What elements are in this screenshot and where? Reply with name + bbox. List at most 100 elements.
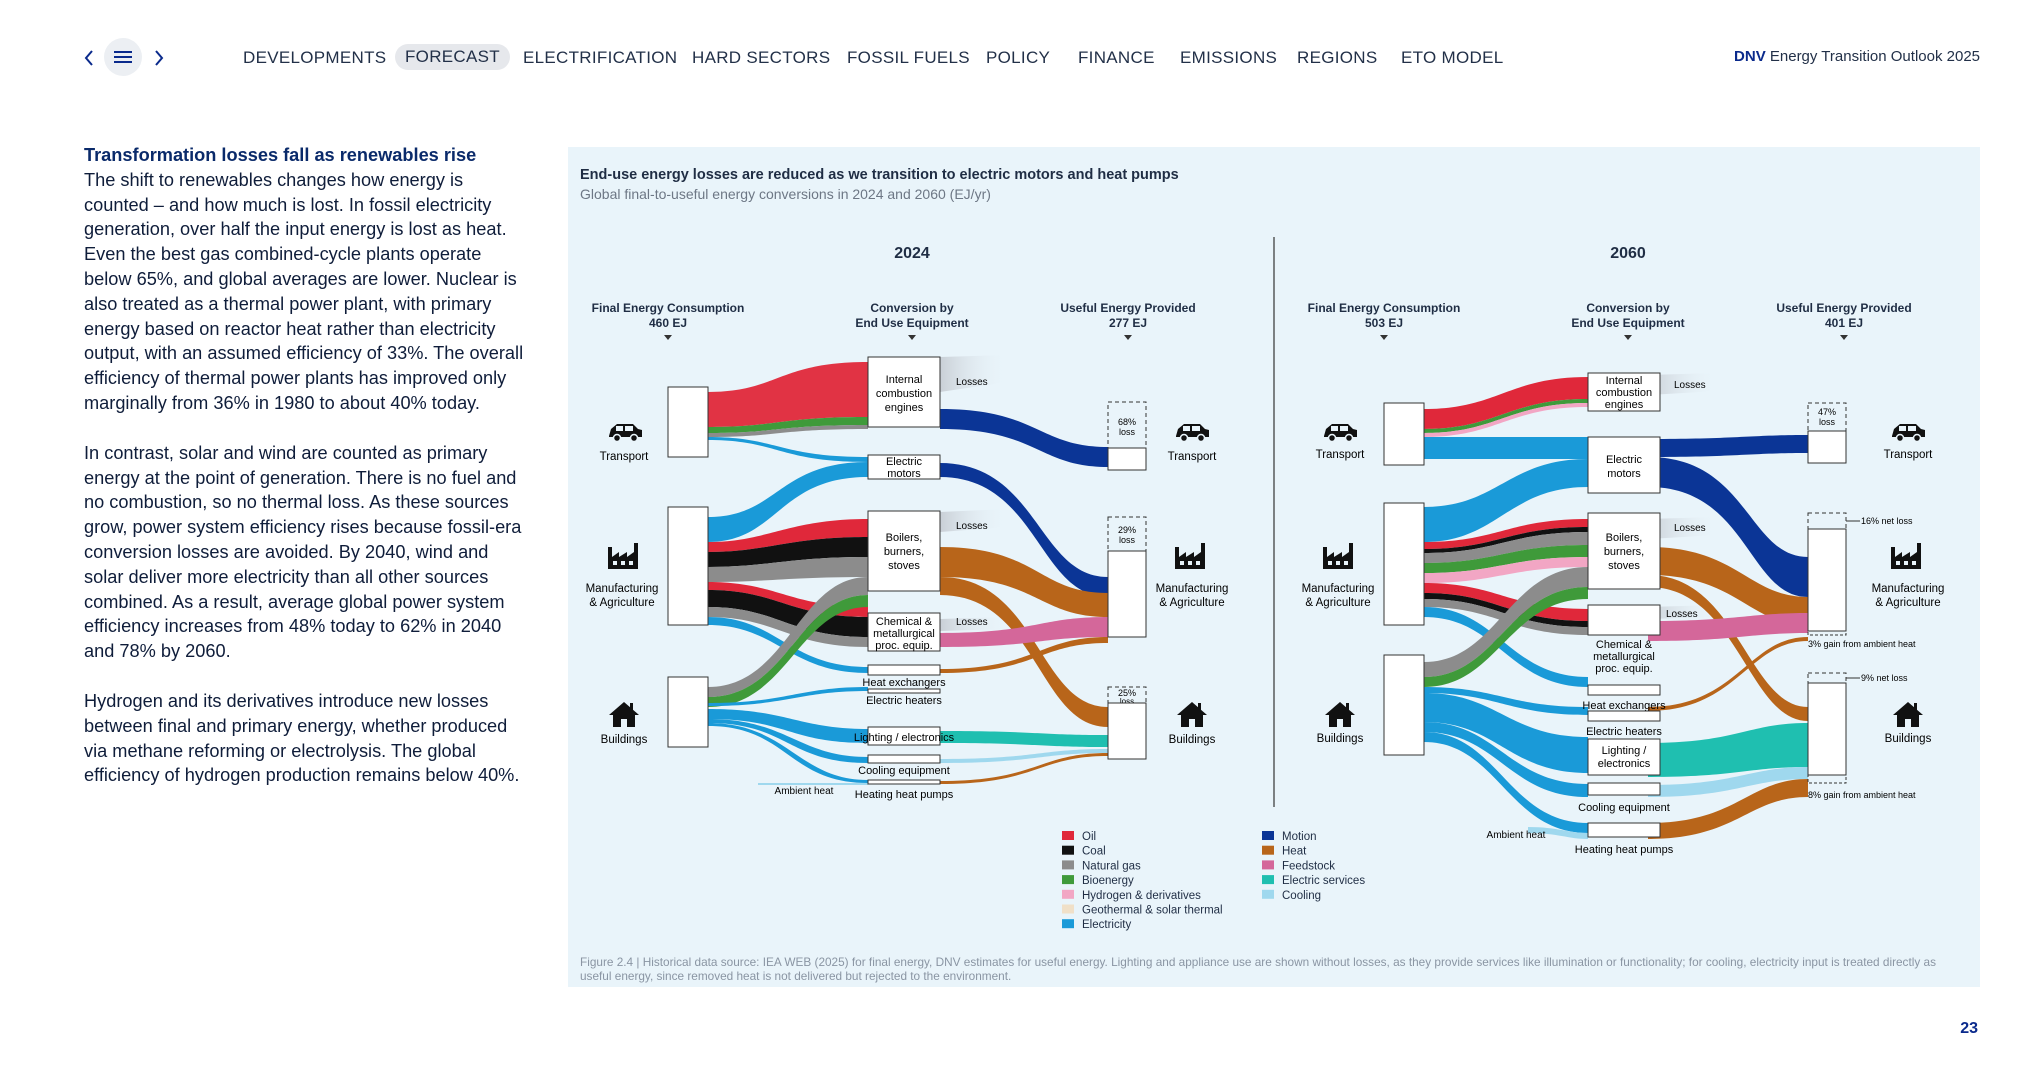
flow-elec-motors-t-2060 <box>1424 437 1588 459</box>
legend-swatch <box>1062 845 1074 855</box>
col-final-2060: Final Energy Consumption <box>1308 301 1461 315</box>
report-brand[interactable]: DNV Energy Transition Outlook 2025 <box>1734 48 1980 65</box>
label-manuf2-2060: & Agriculture <box>1305 597 1370 609</box>
arrow-down-icon <box>1840 335 1848 340</box>
brand-title: Energy Transition Outlook 2025 <box>1769 48 1980 65</box>
house-icon <box>1893 702 1923 727</box>
sankey-2060: 2060 Final Energy Consumption 503 EJ Con… <box>1302 245 1945 856</box>
legend-swatch <box>1062 904 1074 914</box>
flow-gas-chem <box>708 607 868 647</box>
flow-heat-b-2060 <box>1648 575 1808 721</box>
gain-box-build-2060 <box>1807 774 1847 784</box>
flow-bio-boilers-2060 <box>1424 545 1588 573</box>
flow-oil-ice-2060 <box>1424 377 1588 429</box>
col-final-val-2060: 503 EJ <box>1365 316 1403 330</box>
eq-hx: Heat exchangers <box>862 677 946 689</box>
nav-eto-model[interactable]: ETO MODEL <box>1401 48 1504 67</box>
losses-wedge <box>1648 605 1718 619</box>
legend-label: Cooling <box>1282 890 1321 902</box>
nav-developments[interactable]: DEVELOPMENTS <box>243 48 387 67</box>
eq-cool: Cooling equipment <box>858 765 950 777</box>
flow-coal-boilers <box>708 537 868 567</box>
flow-elec-motors-m <box>708 462 868 542</box>
flow-services-2060 <box>1648 723 1808 777</box>
legend-label: Feedstock <box>1282 860 1335 872</box>
box-hx <box>867 664 941 676</box>
flow-ambient-2024 <box>758 783 868 785</box>
eq-chem-2: metallurgical <box>873 628 935 640</box>
box-boilers-2060 <box>1587 512 1661 590</box>
legend-energy-carriers: Oil Coal Natural gas Bioenergy Hydrogen & de… <box>1062 831 1223 931</box>
flow-cooling <box>940 749 1108 763</box>
legend-label: Natural gas <box>1082 860 1141 872</box>
label-buildings-r-2060: Buildings <box>1885 733 1932 745</box>
nav-regions[interactable]: REGIONS <box>1297 48 1378 67</box>
car-icon <box>1323 423 1358 443</box>
eq-eh: Electric heaters <box>866 695 942 707</box>
article-paragraph-2: In contrast, solar and wind are counted … <box>84 442 522 662</box>
arrow-down-icon <box>1380 335 1388 340</box>
box-motors <box>867 454 941 480</box>
menu-button[interactable] <box>104 38 142 76</box>
previous-page-button[interactable] <box>78 44 100 72</box>
eq-boilers-2060-3: stoves <box>1608 560 1640 572</box>
flow-elec-hp-2060 <box>1424 732 1588 833</box>
flow-services <box>940 731 1108 747</box>
ambient-heat-2024: Ambient heat <box>775 786 834 797</box>
manuf-net-loss-2060: 16% net loss <box>1861 516 1913 526</box>
chevron-right-icon <box>155 50 164 66</box>
flow-elec-hp <box>708 723 868 783</box>
flow-motion-t <box>940 409 1108 467</box>
box-light-2060 <box>1587 738 1661 776</box>
box-ice-2060 <box>1587 372 1661 412</box>
nav-emissions[interactable]: EMISSIONS <box>1180 48 1278 67</box>
flow-gas-boilers-b-2060 <box>1424 567 1588 677</box>
year-2024: 2024 <box>894 245 930 262</box>
nav-forecast[interactable]: FORECAST <box>395 44 510 70</box>
box-ice <box>867 356 941 428</box>
losses-wedge <box>1648 373 1718 395</box>
nav-electrification[interactable]: ELECTRIFICATION <box>523 48 678 67</box>
legend-swatch <box>1062 875 1074 885</box>
sankey-diagrams: 2024 Final Energy Consumption 460 EJ Con… <box>586 237 1945 931</box>
flow-bio-ice-2060 <box>1424 399 1588 433</box>
article-paragraph-1: The shift to renewables changes how ener… <box>84 169 524 413</box>
legend-swatch <box>1262 889 1274 899</box>
flow-heat-hp <box>940 753 1108 784</box>
eq-boilers-2: burners, <box>884 546 924 558</box>
loss-pct-transport-2024: 68% <box>1118 417 1136 427</box>
box-hp-2060 <box>1587 822 1661 838</box>
legend-label: Motion <box>1282 831 1317 843</box>
legend-swatch <box>1062 919 1074 929</box>
box-transport-final <box>667 386 709 458</box>
col-useful-2060: Useful Energy Provided <box>1776 301 1911 315</box>
losses-chem-2024: Losses <box>956 617 988 628</box>
box-cool-2060 <box>1587 782 1661 796</box>
nav-finance[interactable]: FINANCE <box>1078 48 1155 67</box>
next-page-button[interactable] <box>148 44 170 72</box>
legend-label: Hydrogen & derivatives <box>1082 890 1201 902</box>
flow-elec-heaters-b <box>708 687 868 706</box>
car-icon <box>608 423 643 443</box>
legend-label: Electric services <box>1282 875 1365 887</box>
box-transport-useful <box>1107 447 1147 471</box>
eq-ice-2060-2: combustion <box>1596 387 1652 399</box>
nav-fossil-fuels[interactable]: FOSSIL FUELS <box>847 48 970 67</box>
box-hx-2060 <box>1587 684 1661 696</box>
arrow-down-icon <box>908 335 916 340</box>
year-2060: 2060 <box>1610 245 1646 262</box>
box-chem <box>867 612 941 652</box>
legend-label: Geothermal & solar thermal <box>1082 905 1223 917</box>
eq-light: Lighting / electronics <box>854 732 955 744</box>
eq-motors-2060-2: motors <box>1607 468 1641 480</box>
nav-policy[interactable]: POLICY <box>986 48 1051 67</box>
house-icon <box>1325 702 1355 727</box>
box-boilers <box>867 510 941 592</box>
eq-hp: Heating heat pumps <box>855 789 954 801</box>
factory-icon <box>1891 543 1921 569</box>
box-build-useful-2060 <box>1807 682 1847 776</box>
nav-hard-sectors[interactable]: HARD SECTORS <box>692 48 831 67</box>
col-conv-2024: Conversion by <box>870 301 954 315</box>
loss-box-manuf-2060 <box>1807 512 1847 530</box>
eq-eh-2060: Electric heaters <box>1586 726 1662 738</box>
